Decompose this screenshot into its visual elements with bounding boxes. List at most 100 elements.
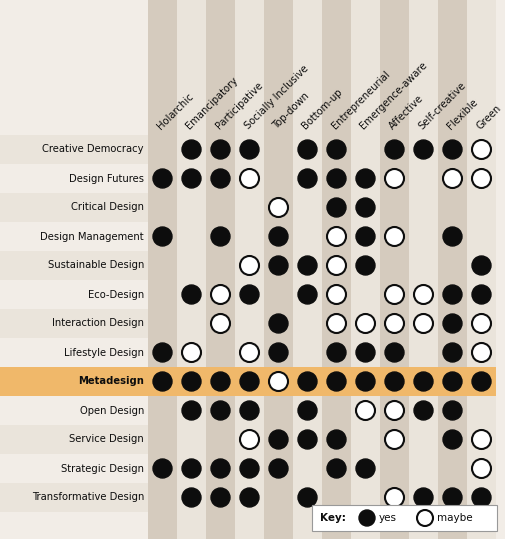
Circle shape [211,169,230,188]
Circle shape [443,285,462,304]
Bar [293,0,322,539]
Circle shape [182,372,201,391]
Circle shape [240,140,259,159]
Circle shape [472,430,491,449]
Bar [0,454,148,483]
Circle shape [153,372,172,391]
Circle shape [182,343,201,362]
Circle shape [385,140,404,159]
Circle shape [443,227,462,246]
Circle shape [298,256,317,275]
Bar [380,0,409,539]
Circle shape [327,314,346,333]
Bar [0,193,148,222]
Circle shape [240,169,259,188]
Circle shape [298,488,317,507]
Circle shape [269,459,288,478]
Circle shape [443,372,462,391]
Circle shape [269,430,288,449]
Circle shape [240,343,259,362]
Circle shape [385,314,404,333]
Circle shape [298,140,317,159]
Circle shape [240,430,259,449]
Circle shape [269,227,288,246]
Text: Interaction Design: Interaction Design [52,319,144,328]
Circle shape [356,256,375,275]
Bar [467,0,496,539]
Bar [177,0,206,539]
Circle shape [211,227,230,246]
Circle shape [298,285,317,304]
Circle shape [385,227,404,246]
Circle shape [472,343,491,362]
Circle shape [472,169,491,188]
Circle shape [211,488,230,507]
Circle shape [356,169,375,188]
Text: Socially Inclusive: Socially Inclusive [242,64,310,131]
Text: Transformative Design: Transformative Design [32,493,144,502]
Circle shape [414,314,433,333]
Bar [0,338,148,367]
Text: Design Management: Design Management [40,231,144,241]
Text: Eco-Design: Eco-Design [88,289,144,300]
Circle shape [240,285,259,304]
Circle shape [443,488,462,507]
Bar [409,0,438,539]
Bar [235,0,264,539]
Text: Emancipatory: Emancipatory [184,75,240,131]
Circle shape [356,198,375,217]
Circle shape [211,140,230,159]
Text: Self-creative: Self-creative [417,80,468,131]
Circle shape [356,343,375,362]
Text: Participative: Participative [214,80,264,131]
Text: Green: Green [474,102,503,131]
Circle shape [356,227,375,246]
Bar [0,164,148,193]
Circle shape [327,459,346,478]
Circle shape [182,285,201,304]
Circle shape [327,343,346,362]
Circle shape [269,343,288,362]
Bar [0,135,148,164]
Text: Creative Democracy: Creative Democracy [42,144,144,155]
Circle shape [269,314,288,333]
Bar [148,367,496,396]
Text: Flexible: Flexible [445,96,480,131]
Circle shape [356,314,375,333]
Circle shape [443,401,462,420]
Circle shape [327,285,346,304]
Text: Service Design: Service Design [69,434,144,445]
Circle shape [356,459,375,478]
Circle shape [472,459,491,478]
Bar [0,222,148,251]
Circle shape [356,401,375,420]
Circle shape [327,227,346,246]
Circle shape [182,459,201,478]
Circle shape [211,372,230,391]
Circle shape [385,430,404,449]
Circle shape [240,459,259,478]
Bar [312,505,497,531]
Circle shape [472,140,491,159]
Circle shape [153,227,172,246]
Bar [351,0,380,539]
Circle shape [240,372,259,391]
Circle shape [385,372,404,391]
Bar [0,483,148,512]
Circle shape [385,401,404,420]
Circle shape [443,140,462,159]
Circle shape [414,488,433,507]
Text: Critical Design: Critical Design [71,203,144,212]
Circle shape [298,430,317,449]
Circle shape [153,169,172,188]
Circle shape [298,401,317,420]
Bar [322,0,351,539]
Circle shape [414,372,433,391]
Circle shape [269,372,288,391]
Text: Entrepreneurial: Entrepreneurial [329,69,391,131]
Text: Sustainable Design: Sustainable Design [47,260,144,271]
Text: Open Design: Open Design [80,405,144,416]
Circle shape [240,401,259,420]
Bar [0,5,148,135]
Circle shape [414,140,433,159]
